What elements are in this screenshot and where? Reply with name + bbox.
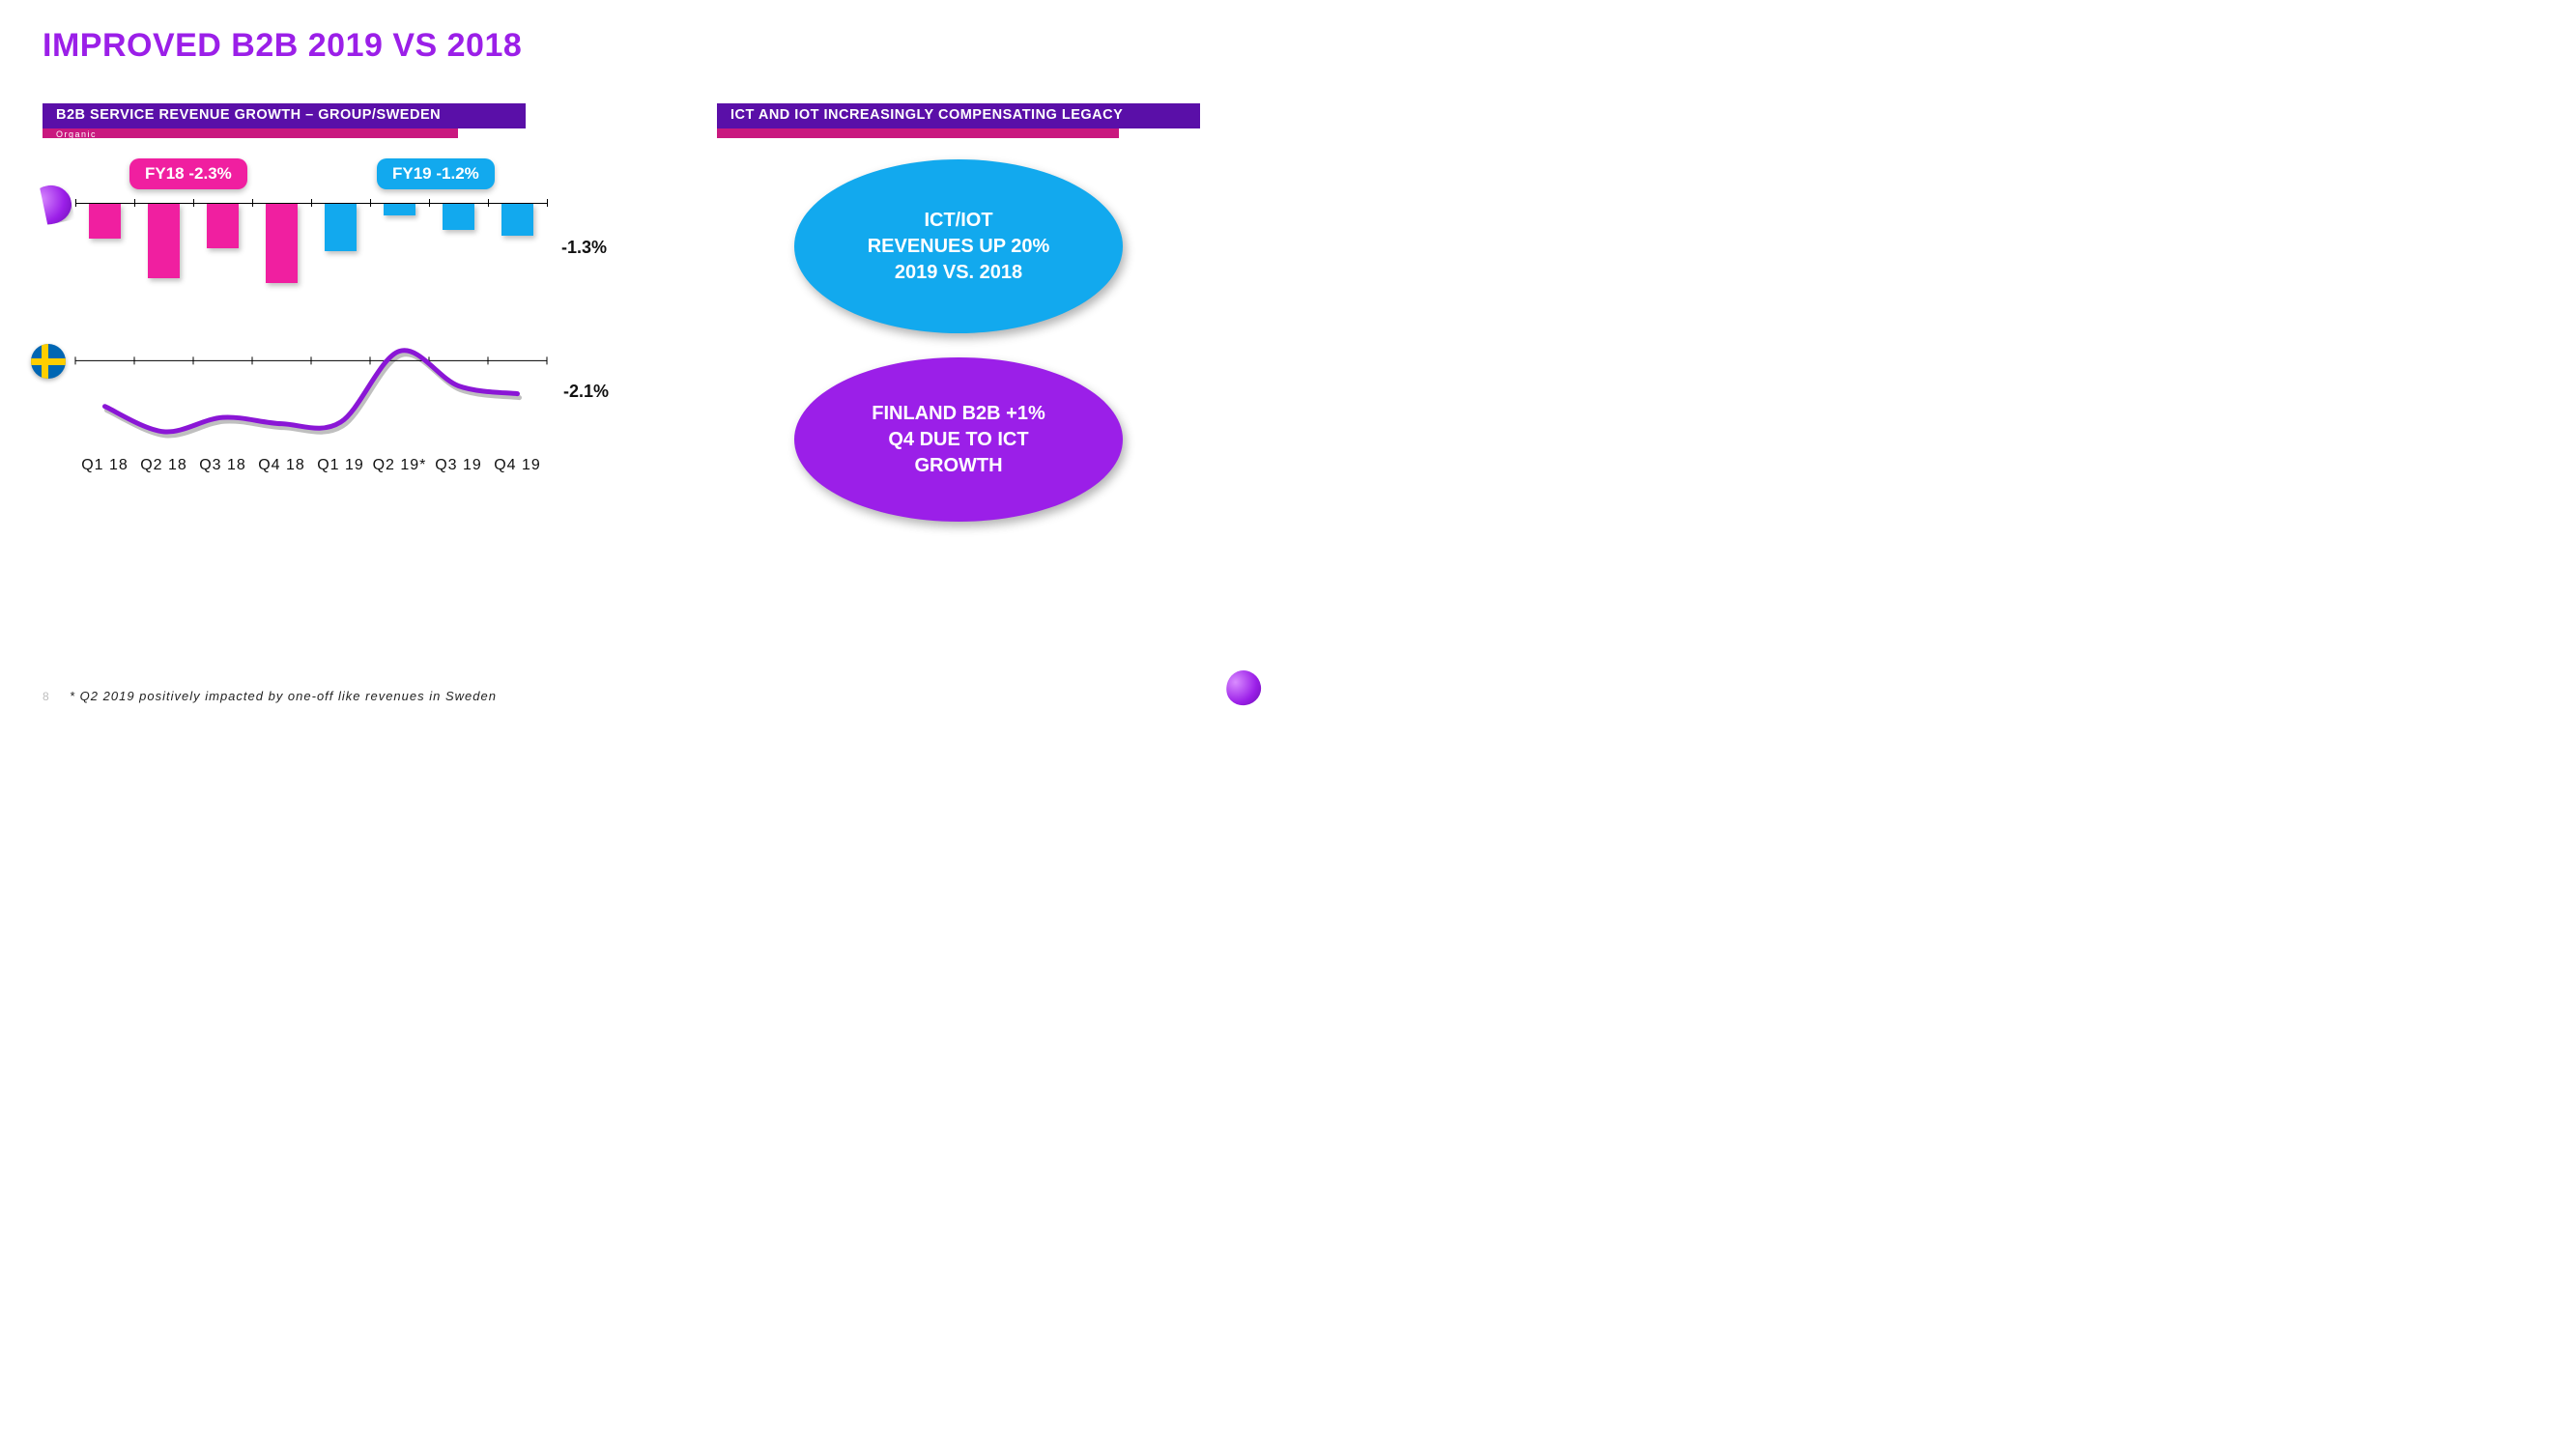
bar-chart-end-label: -1.3%	[561, 238, 607, 258]
bar	[384, 204, 416, 215]
x-axis-label: Q1 19	[317, 457, 364, 474]
bar-chart-tick	[429, 199, 430, 207]
bubble-line: GROWTH	[872, 453, 1045, 479]
bar-chart-tick	[370, 199, 371, 207]
x-axis-label: Q2 19*	[373, 457, 427, 474]
finland-bubble: FINLAND B2B +1%Q4 DUE TO ICTGROWTH	[794, 357, 1123, 522]
bubble-line: FINLAND B2B +1%	[872, 401, 1045, 427]
sweden-flag-icon	[31, 344, 66, 379]
bar-chart: -1.3%	[75, 203, 547, 309]
x-axis-label: Q4 19	[494, 457, 541, 474]
bar-chart-tick	[134, 199, 135, 207]
bar-chart-tick	[547, 199, 548, 207]
ict-bubble: ICT/IOTREVENUES UP 20%2019 VS. 2018	[794, 159, 1123, 333]
bubble-line: Q4 DUE TO ICT	[872, 427, 1045, 453]
slide-title: IMPROVED B2B 2019 VS 2018	[43, 27, 522, 65]
bar	[443, 204, 475, 230]
left-header-front: B2B SERVICE REVENUE GROWTH – GROUP/SWEDE…	[43, 103, 526, 128]
bubble-line: 2019 VS. 2018	[868, 260, 1050, 286]
bar	[207, 204, 240, 248]
bar-chart-tick	[488, 199, 489, 207]
bar-chart-tick	[75, 199, 76, 207]
line-chart-svg	[75, 333, 547, 449]
line-chart-end-label: -2.1%	[563, 382, 609, 402]
page-number: 8	[43, 690, 49, 703]
fy19-pill: FY19 -1.2%	[377, 158, 495, 189]
left-header-subtitle: Organic growth 2018 & like for like grow…	[56, 129, 97, 197]
bar	[266, 204, 299, 283]
bar	[325, 204, 358, 251]
bar	[501, 204, 534, 236]
telia-logo-icon	[1223, 668, 1264, 708]
bar	[89, 204, 122, 239]
bar-chart-tick	[252, 199, 253, 207]
bar-chart-tick	[311, 199, 312, 207]
x-axis-label: Q3 18	[199, 457, 246, 474]
x-axis-label: Q2 18	[140, 457, 187, 474]
right-header-front: ICT AND IOT INCREASINGLY COMPENSATING LE…	[717, 103, 1200, 128]
line-chart: Q1 18 Q2 18 Q3 18 Q4 18 Q1 19 Q2 19* Q3 19 Q4 1…	[75, 333, 547, 478]
bubble-line: ICT/IOT	[868, 208, 1050, 234]
bubble-line: REVENUES UP 20%	[868, 234, 1050, 260]
bar	[148, 204, 181, 278]
fy18-pill: FY18 -2.3%	[129, 158, 247, 189]
footnote: * Q2 2019 positively impacted by one-off…	[70, 689, 497, 703]
x-axis-label: Q3 19	[435, 457, 482, 474]
bar-chart-tick	[193, 199, 194, 207]
x-axis-label: Q4 18	[258, 457, 305, 474]
x-axis-label: Q1 18	[81, 457, 129, 474]
